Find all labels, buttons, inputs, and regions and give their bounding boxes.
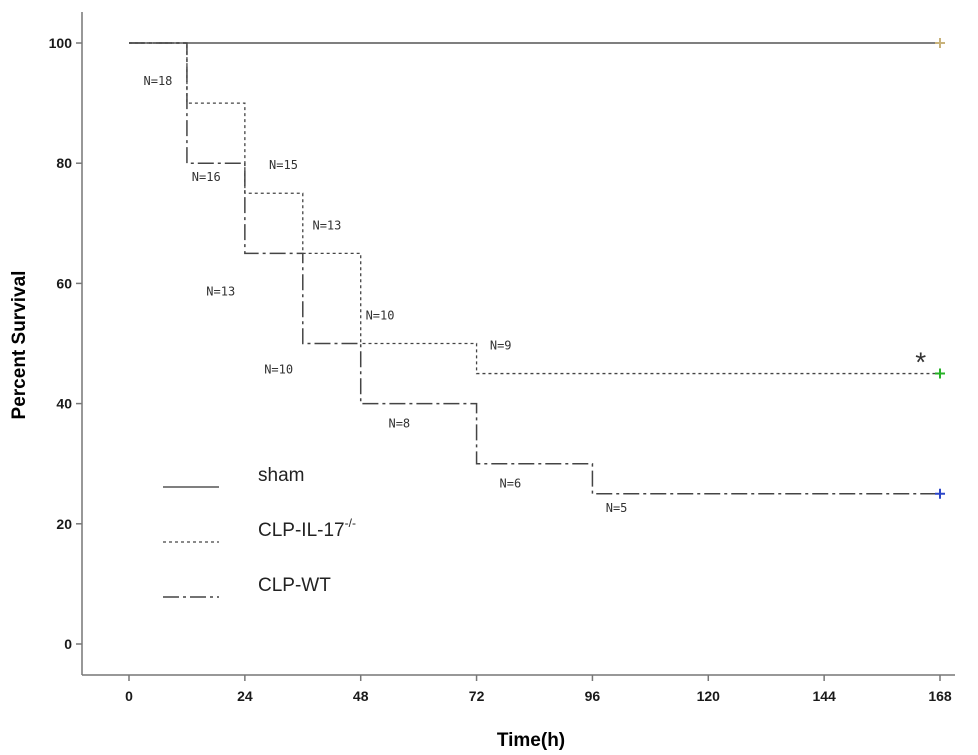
n-label: N=16 [192,170,221,184]
legend-label: sham [258,465,304,486]
legend-label: CLP-WT [258,575,331,596]
n-label: N=9 [490,339,512,353]
n-label: N=10 [264,363,293,377]
y-tick-label: 0 [64,636,72,652]
n-label: N=15 [269,158,298,172]
y-tick-label: 20 [56,516,72,532]
x-tick-label: 96 [585,688,601,704]
x-axis-title: Time(h) [497,730,565,751]
y-tick-label: 40 [56,396,72,412]
y-tick-label: 100 [49,35,73,51]
n-label: N=10 [366,308,395,322]
x-tick-label: 72 [469,688,485,704]
axes: 0 20 40 60 80 100 0 24 48 72 96 120 144 168 [49,12,955,704]
n-label: N=13 [312,218,341,232]
n-label: N=13 [206,284,235,298]
n-label: N=18 [144,74,173,88]
series-line-2 [129,42,940,495]
legend-label: CLP-IL-17-/- [258,516,356,541]
n-at-risk-labels: N=18 N=16 N=15 N=13 N=13 N=10 N=10 N=9 N=8 N=6 N=5 [144,74,628,515]
significance-marker: * [915,347,926,378]
y-tick-label: 60 [56,275,72,291]
censor-mark [935,488,945,499]
x-tick-label: 144 [812,688,836,704]
censor-mark [935,368,945,379]
series-layer [129,42,940,495]
censor-mark [935,38,945,48]
y-axis-title: Percent Survival [9,271,30,420]
n-label: N=5 [606,501,628,515]
n-label: N=8 [388,417,410,431]
legend: sham CLP-IL-17-/- CLP-WT [163,465,356,598]
x-tick-label: 120 [697,688,721,704]
censor-markers [935,38,945,499]
y-tick-label: 80 [56,155,72,171]
x-tick-label: 168 [928,688,952,704]
x-tick-label: 24 [237,688,253,704]
x-tick-label: 0 [125,688,133,704]
x-tick-label: 48 [353,688,369,704]
axis-ticks: 0 20 40 60 80 100 0 24 48 72 96 120 144 168 [49,35,952,704]
n-label: N=6 [500,477,522,491]
series-line-1 [129,42,940,375]
